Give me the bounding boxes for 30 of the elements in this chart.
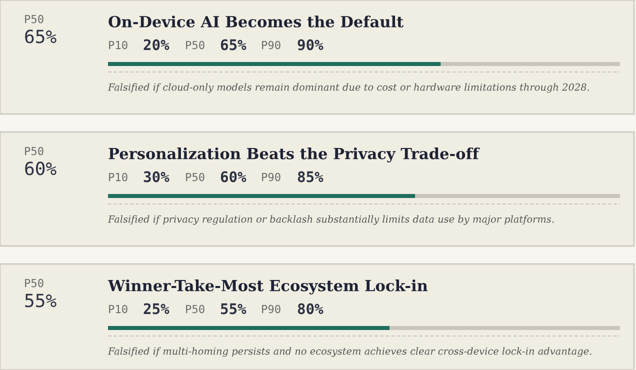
- text: 30%: [144, 171, 170, 182]
- text: Falsified if cloud-only models remain dominant due to cost or hardware limitations through 2028.: [108, 83, 589, 93]
- text: 65%: [25, 30, 56, 44]
- text: P10: [109, 40, 128, 50]
- text: P10: [109, 304, 128, 314]
- text: 65%: [220, 39, 246, 50]
- text: Falsified if privacy regulation or backlash substantially limits data use by major platforms.: [108, 215, 554, 225]
- text: 55%: [221, 303, 246, 314]
- text: P10: [109, 172, 128, 182]
- text: Falsified if multi-homing persists and no ecosystem achieves clear cross-device lock-in advantage.: [108, 347, 592, 357]
- text: P50: [186, 40, 204, 50]
- chart-title: On-Device AI Becomes the Default: [108, 16, 404, 28]
- text: 85%: [298, 171, 324, 182]
- text: P90: [262, 304, 280, 314]
- text: 25%: [144, 303, 170, 314]
- text: P90: [262, 172, 280, 182]
- text: P50: [186, 172, 204, 182]
- text: P90: [262, 40, 280, 50]
- text: P50: [25, 146, 44, 156]
- chart-title: Personalization Beats the Privacy Trade-off: [108, 148, 480, 162]
- text: P50: [25, 278, 44, 288]
- chart-title: Winner-Take-Most Ecosystem Lock-in: [108, 280, 428, 294]
- text: 60%: [220, 171, 246, 182]
- text: 55%: [25, 294, 56, 308]
- text: 20%: [144, 39, 170, 50]
- text: 80%: [298, 303, 324, 314]
- text: P50: [25, 14, 44, 24]
- text: 90%: [298, 39, 324, 50]
- text: 60%: [25, 162, 56, 176]
- text: P50: [186, 304, 204, 314]
